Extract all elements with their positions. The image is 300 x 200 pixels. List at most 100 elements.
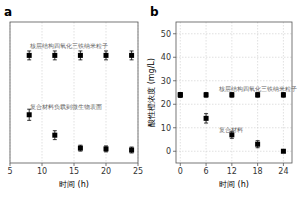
- series: [27, 51, 134, 60]
- series: [178, 92, 286, 97]
- tick-mark: [138, 163, 139, 166]
- tick-mark: [173, 127, 176, 128]
- data-point: [27, 112, 32, 117]
- error-bar: [104, 146, 108, 152]
- error-bar: [178, 93, 182, 98]
- plot-frame: [176, 22, 292, 163]
- annotation: 复合材料负载到微生物表面: [30, 103, 102, 110]
- tick-label: 12: [227, 167, 237, 176]
- tick-label: 24: [278, 167, 288, 176]
- y-axis: 0 10 20 30 40 50: [161, 30, 176, 157]
- tick-mark: [283, 163, 284, 166]
- x-axis: 5 10 15 20 25: [7, 163, 143, 176]
- data-point: [52, 133, 57, 138]
- figure: 510152025时间 (h)a核层结构四氧化三铁纳米粒子复合材料负载到微生物表…: [0, 0, 300, 200]
- tick-label: 0: [166, 147, 171, 156]
- tick-mark: [173, 104, 176, 105]
- plot-frame: [10, 22, 138, 163]
- tick-label: 10: [37, 167, 47, 176]
- data-point: [281, 92, 286, 97]
- error-bar: [204, 93, 208, 98]
- tick-label: 0: [178, 167, 183, 176]
- data-point: [27, 53, 32, 58]
- tick-label: 25: [133, 167, 143, 176]
- data-point: [229, 92, 234, 97]
- error-bar: [27, 109, 31, 120]
- annotation: 复合材料: [219, 126, 243, 133]
- data-point: [78, 146, 83, 151]
- error-bar: [256, 93, 260, 98]
- tick-label: 18: [253, 167, 263, 176]
- tick-label: 20: [161, 100, 171, 109]
- grid: [176, 22, 292, 163]
- grid-line: [176, 104, 292, 105]
- error-bar: [27, 51, 31, 60]
- tick-label: 6: [204, 167, 209, 176]
- plot-area: [27, 51, 134, 153]
- error-bar: [104, 51, 108, 60]
- y-axis-label: 酸性橙浓度 (mg/L): [147, 58, 156, 127]
- tick-label: 40: [161, 53, 171, 62]
- data-point: [255, 92, 260, 97]
- error-bar: [130, 147, 134, 153]
- data-point: [255, 142, 260, 147]
- tick-mark: [231, 163, 232, 166]
- plot-area: [178, 92, 286, 153]
- data-point: [52, 53, 57, 58]
- data-point: [204, 116, 209, 121]
- tick-label: 5: [7, 167, 12, 176]
- annotation: 核层结构四氧化三铁纳米粒子: [218, 85, 297, 92]
- tick-label: 50: [161, 30, 171, 39]
- tick-mark: [106, 163, 107, 166]
- grid-line: [176, 80, 292, 81]
- grid-line: [176, 33, 292, 34]
- annotations: 核层结构四氧化三铁纳米粒子复合材料负载到微生物表面: [29, 42, 108, 110]
- x-axis-label: 时间 (h): [59, 180, 89, 189]
- data-point: [204, 92, 209, 97]
- data-point: [178, 92, 183, 97]
- series: [178, 92, 286, 153]
- series: [27, 109, 134, 153]
- tick-label: 30: [161, 77, 171, 86]
- tick-mark: [257, 163, 258, 166]
- error-bar: [256, 141, 260, 148]
- tick-label: 10: [161, 124, 171, 133]
- grid: [10, 22, 138, 163]
- data-point: [129, 148, 134, 153]
- panel-label: a: [4, 5, 12, 19]
- tick-mark: [10, 163, 11, 166]
- error-bar: [230, 93, 234, 98]
- tick-mark: [74, 163, 75, 166]
- panel-label: b: [150, 5, 159, 19]
- data-point: [178, 92, 183, 97]
- panel: 0 6 12 18 24 0 10 20 30 40 50 时间 (h) 酸性橙浓度 (mg/L) b 核层…: [147, 5, 297, 189]
- error-bar: [281, 93, 285, 98]
- error-bar: [78, 51, 82, 60]
- error-bar: [78, 145, 82, 151]
- tick-mark: [173, 33, 176, 34]
- tick-mark: [42, 163, 43, 166]
- annotations: 核层结构四氧化三铁纳米粒子复合材料: [218, 85, 297, 134]
- grid-line: [176, 57, 292, 58]
- data-point: [281, 149, 286, 154]
- error-bar: [130, 51, 134, 60]
- tick-mark: [173, 151, 176, 152]
- tick-mark: [173, 80, 176, 81]
- grid-line: [176, 151, 292, 152]
- x-axis-label: 时间 (h): [219, 180, 249, 189]
- tick-mark: [180, 163, 181, 166]
- data-point: [104, 146, 109, 151]
- error-bar: [53, 51, 57, 60]
- data-point: [104, 53, 109, 58]
- error-bar: [178, 93, 182, 98]
- error-bar: [204, 114, 208, 123]
- tick-label: 15: [69, 167, 79, 176]
- tick-label: 20: [101, 167, 111, 176]
- tick-mark: [206, 163, 207, 166]
- annotation: 核层结构四氧化三铁纳米粒子: [29, 42, 108, 49]
- data-point: [78, 53, 83, 58]
- tick-mark: [173, 57, 176, 58]
- x-axis: 0 6 12 18 24: [178, 163, 289, 176]
- error-bar: [53, 131, 57, 140]
- panel: 5 10 15 20 25 时间 (h) a 核层结构四氧化三铁纳米粒子复合材料负载到微生物表…: [4, 5, 143, 189]
